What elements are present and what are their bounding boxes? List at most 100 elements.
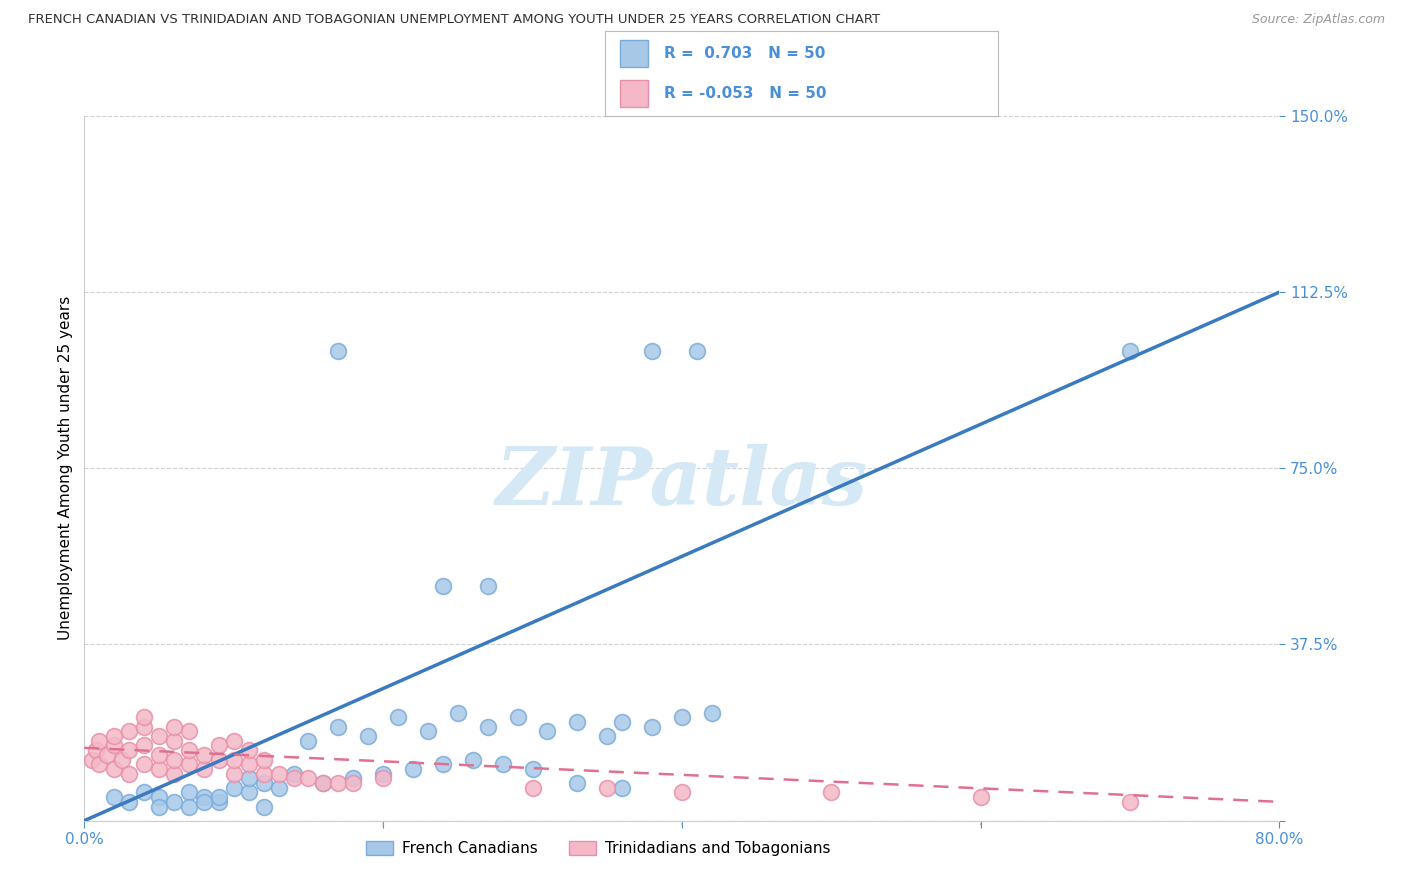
Point (373, 766, 395, 780)
Point (177, 743, 200, 757)
Point (148, 762, 170, 776)
Point (177, 757, 200, 772)
Point (148, 799, 170, 814)
Point (163, 733, 186, 747)
Point (612, 780, 634, 795)
Point (477, 579, 499, 593)
Point (118, 724, 141, 739)
Text: R =  0.703   N = 50: R = 0.703 N = 50 (664, 45, 825, 61)
Point (506, 710, 529, 724)
Legend: French Canadians, Trinidadians and Tobagonians: French Canadians, Trinidadians and Tobag… (360, 835, 837, 863)
Point (567, 714, 589, 729)
Point (111, 753, 134, 767)
Point (96, 747, 118, 762)
Point (193, 747, 215, 762)
Text: Source: ZipAtlas.com: Source: ZipAtlas.com (1251, 13, 1385, 27)
Point (671, 785, 693, 799)
Point (208, 753, 231, 767)
Point (820, 785, 842, 799)
Point (148, 747, 170, 762)
Point (132, 710, 156, 724)
Point (522, 762, 544, 776)
Point (700, 706, 723, 720)
Point (238, 757, 260, 772)
Point (373, 772, 395, 786)
Point (103, 729, 125, 743)
Point (132, 757, 156, 772)
Point (342, 776, 364, 790)
Point (536, 724, 558, 739)
Point (208, 790, 231, 805)
Point (416, 724, 439, 739)
Point (267, 766, 290, 780)
Point (283, 766, 305, 780)
Point (163, 720, 186, 734)
Point (89, 757, 111, 772)
Point (253, 753, 276, 767)
Text: ZIPatlas: ZIPatlas (496, 443, 868, 521)
Point (447, 706, 470, 720)
Bar (620, 80, 648, 108)
Point (283, 772, 305, 786)
Point (163, 795, 186, 809)
Point (193, 795, 215, 809)
Point (163, 753, 186, 767)
Point (132, 739, 156, 753)
Point (163, 766, 186, 780)
Point (432, 757, 454, 772)
Bar (620, 40, 648, 67)
Point (328, 776, 350, 790)
Point (132, 720, 156, 734)
Point (222, 766, 245, 780)
Point (193, 762, 215, 776)
Text: R = -0.053   N = 50: R = -0.053 N = 50 (664, 87, 827, 102)
Point (103, 762, 125, 776)
Point (312, 776, 335, 790)
Point (238, 785, 260, 799)
Point (103, 739, 125, 753)
Point (222, 753, 245, 767)
Point (148, 729, 170, 743)
Point (686, 343, 709, 358)
Point (118, 766, 141, 780)
Point (118, 743, 141, 757)
Point (312, 776, 335, 790)
Point (177, 799, 200, 814)
Text: FRENCH CANADIAN VS TRINIDADIAN AND TOBAGONIAN UNEMPLOYMENT AMONG YOUTH UNDER 25 : FRENCH CANADIAN VS TRINIDADIAN AND TOBAG… (28, 13, 880, 27)
Point (297, 772, 319, 786)
Point (461, 753, 484, 767)
Point (328, 343, 350, 358)
Point (328, 720, 350, 734)
Point (118, 795, 141, 809)
Y-axis label: Unemployment Among Youth under 25 years: Unemployment Among Youth under 25 years (58, 296, 73, 640)
Point (222, 733, 245, 747)
Point (522, 780, 544, 795)
Point (596, 729, 619, 743)
Point (148, 790, 170, 805)
Point (193, 790, 215, 805)
Point (132, 785, 156, 799)
Point (402, 762, 425, 776)
Point (177, 785, 200, 799)
Point (297, 733, 319, 747)
Point (1119, 795, 1142, 809)
Point (253, 799, 276, 814)
Point (177, 724, 200, 739)
Point (80, 753, 103, 767)
Point (641, 343, 664, 358)
Point (253, 766, 276, 780)
Point (222, 780, 245, 795)
Point (208, 795, 231, 809)
Point (357, 729, 380, 743)
Point (641, 720, 664, 734)
Point (342, 772, 364, 786)
Point (492, 757, 515, 772)
Point (612, 714, 634, 729)
Point (267, 780, 290, 795)
Point (238, 743, 260, 757)
Point (208, 739, 231, 753)
Point (432, 579, 454, 593)
Point (567, 776, 589, 790)
Point (970, 790, 993, 805)
Point (103, 790, 125, 805)
